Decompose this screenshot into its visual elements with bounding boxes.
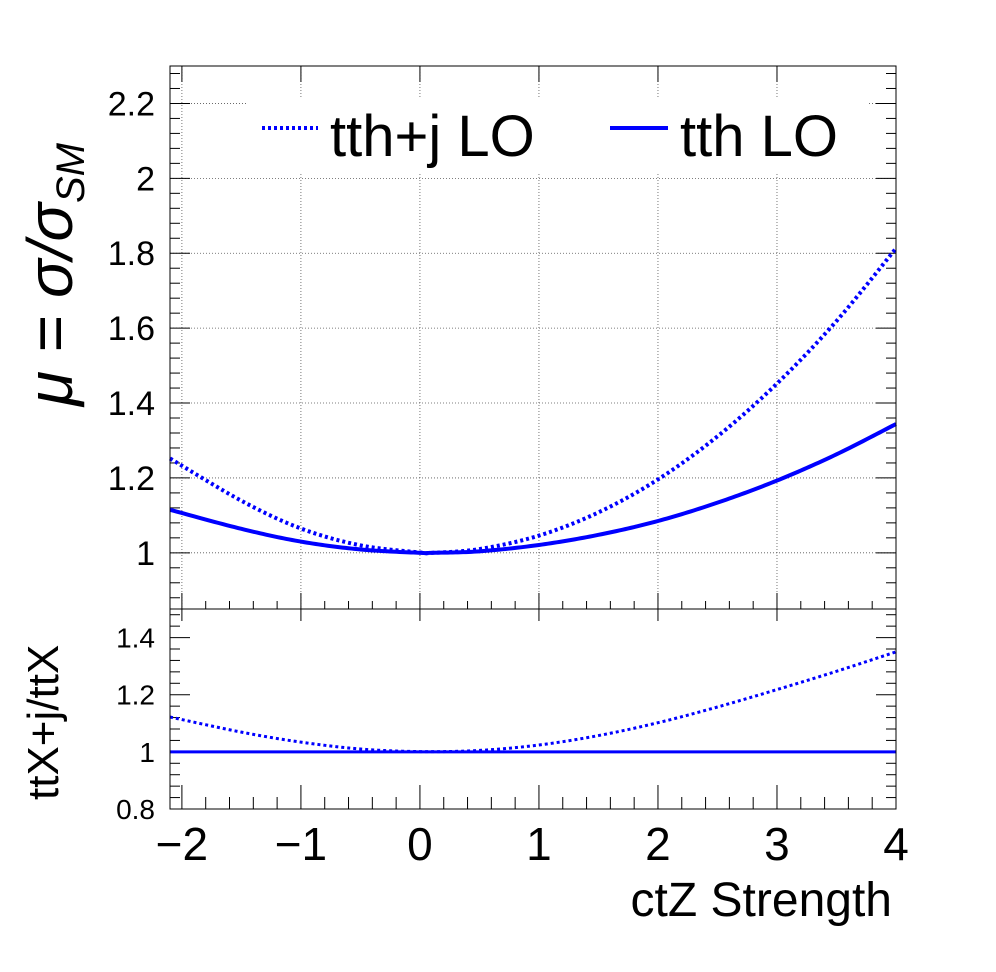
legend-label-tth: tth LO [680, 104, 838, 169]
x-tick-label: 1 [526, 818, 552, 870]
main-panel-series [168, 247, 898, 556]
main-y-tick-label: 1.6 [108, 310, 155, 348]
main-series-line-tth-j [168, 247, 898, 556]
ratio-panel-frame [169, 608, 897, 810]
x-tick-label: 0 [407, 818, 433, 870]
main-y-tick-label: 1.8 [108, 235, 155, 273]
ratio-y-axis-title: ttX+j/ttX [19, 645, 68, 800]
ratio-y-tick-label: 1 [139, 737, 155, 768]
main-y-axis-title: μ = σ/σSM [14, 142, 93, 408]
main-y-tick-label: 1.4 [108, 385, 155, 423]
ratio-panel-ticks [170, 609, 897, 810]
ratio-y-tick-label: 0.8 [116, 794, 155, 825]
ratio-y-tick-label: 1.4 [116, 623, 155, 654]
main-y-tick-label: 1 [136, 535, 155, 573]
main-y-axis-title-text: μ = σ/σ [14, 201, 86, 408]
x-tick-label: −1 [275, 818, 327, 870]
ratio-panel-y-tick-labels: 0.8 1 1.2 1.4 [116, 623, 155, 825]
x-tick-label: 2 [645, 818, 671, 870]
legend: tth+j LO tth LO [248, 98, 868, 174]
main-series-line-tth [169, 422, 897, 556]
ratio-panel-series [169, 650, 897, 754]
x-axis-title: ctZ Strength [631, 874, 892, 927]
ratio-series-line-tth-j [169, 650, 897, 754]
x-tick-label: 4 [883, 818, 909, 870]
main-y-tick-label: 2 [136, 160, 155, 198]
main-panel-ticks [170, 66, 897, 609]
ratio-y-tick-label: 1.2 [116, 680, 155, 711]
main-y-tick-label: 1.2 [108, 460, 155, 498]
main-panel-y-tick-labels: 1 1.2 1.4 1.6 1.8 2 2.2 [108, 85, 155, 572]
x-tick-label: −2 [156, 818, 208, 870]
main-y-tick-label: 2.2 [108, 85, 155, 123]
x-tick-label: 3 [764, 818, 790, 870]
legend-background [248, 98, 868, 174]
legend-label-tth-j: tth+j LO [330, 104, 535, 169]
main-y-axis-title-subscript: SM [49, 142, 93, 203]
x-tick-labels: −2 −1 0 1 2 3 4 [156, 818, 909, 870]
